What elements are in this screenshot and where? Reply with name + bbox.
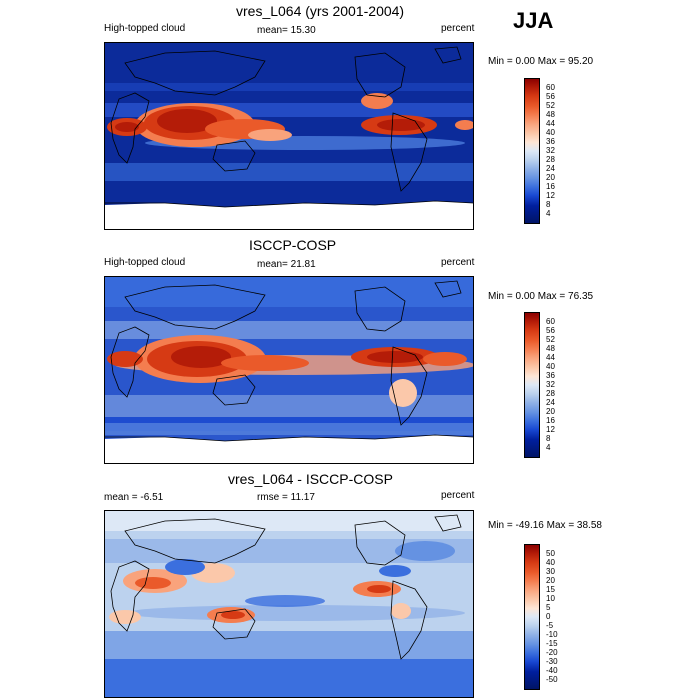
colorbar-tick: 5	[546, 603, 551, 612]
map-difference	[104, 510, 474, 698]
colorbar-swatches	[524, 78, 540, 224]
colorbar-tick: -50	[546, 675, 558, 684]
colorbar-tick: 32	[546, 380, 555, 389]
colorbar-tick: 12	[546, 425, 555, 434]
map-difference-canvas	[105, 511, 473, 697]
colorbar-tick: 4	[546, 209, 551, 218]
colorbar-tick: 10	[546, 594, 555, 603]
colorbar-tick: 20	[546, 407, 555, 416]
colorbar-tick: -30	[546, 657, 558, 666]
panel-title: ISCCP-COSP	[249, 237, 337, 253]
panel-minmax: Min = 0.00 Max = 76.35	[488, 291, 594, 302]
panel-mean-label: mean = -6.51	[104, 492, 164, 503]
colorbar-tick: -10	[546, 630, 558, 639]
colorbar-tick: -15	[546, 639, 558, 648]
panel-title: vres_L064 (yrs 2001-2004)	[236, 3, 405, 19]
map-observation-canvas	[105, 277, 473, 463]
colorbar-tick: 52	[546, 101, 555, 110]
panel-mean-label: mean= 15.30	[257, 25, 316, 36]
panel-units-label: percent	[441, 23, 475, 34]
panel-mean-label: mean= 21.81	[257, 259, 316, 270]
colorbar-tick: 28	[546, 389, 555, 398]
panel-units-label: percent	[441, 490, 475, 501]
colorbar-tick: 44	[546, 119, 555, 128]
colorbar-tick: 56	[546, 326, 555, 335]
colorbar-tick: -40	[546, 666, 558, 675]
colorbar-tick: 24	[546, 398, 555, 407]
map-model-canvas	[105, 43, 473, 229]
colorbar-tick: 4	[546, 443, 551, 452]
colorbar-tick: 40	[546, 362, 555, 371]
colorbar-tick: 32	[546, 146, 555, 155]
colorbar-tick: 20	[546, 173, 555, 182]
colorbar-tick: 52	[546, 335, 555, 344]
colorbar-swatches	[524, 544, 540, 690]
colorbar-tick: 16	[546, 416, 555, 425]
colorbar-tick: 50	[546, 549, 555, 558]
colorbar-tick: 20	[546, 576, 555, 585]
colorbar-tick: 60	[546, 83, 555, 92]
colorbar-tick: 8	[546, 200, 551, 209]
panel-units-label: percent	[441, 257, 475, 268]
colorbar-tick: 15	[546, 585, 555, 594]
panel-minmax: Min = 0.00 Max = 95.20	[488, 56, 594, 67]
colorbar-tick: -5	[546, 621, 554, 630]
colorbar-tick: 48	[546, 110, 555, 119]
panel-minmax: Min = -49.16 Max = 38.58	[488, 520, 602, 531]
colorbar-tick: 40	[546, 558, 555, 567]
panel-variable-label: High-topped cloud	[104, 23, 186, 34]
colorbar-tick: 60	[546, 317, 555, 326]
colorbar-tick: 16	[546, 182, 555, 191]
colorbar-tick: 30	[546, 567, 555, 576]
colorbar-tick: 8	[546, 434, 551, 443]
colorbar-tick: 28	[546, 155, 555, 164]
colorbar-tick: 40	[546, 128, 555, 137]
colorbar-tick: 48	[546, 344, 555, 353]
panel-variable-label: High-topped cloud	[104, 257, 186, 268]
colorbar-tick: 44	[546, 353, 555, 362]
colorbar-tick: 12	[546, 191, 555, 200]
colorbar-swatches	[524, 312, 540, 458]
season-label: JJA	[513, 8, 554, 33]
panel-title: vres_L064 - ISCCP-COSP	[228, 471, 393, 487]
colorbar-tick: 24	[546, 164, 555, 173]
colorbar-tick: 0	[546, 612, 551, 621]
map-observation	[104, 276, 474, 464]
colorbar-tick: -20	[546, 648, 558, 657]
colorbar-tick: 36	[546, 137, 555, 146]
colorbar-tick: 56	[546, 92, 555, 101]
map-model	[104, 42, 474, 230]
panel-rmse-label: rmse = 11.17	[257, 492, 315, 503]
colorbar-tick: 36	[546, 371, 555, 380]
